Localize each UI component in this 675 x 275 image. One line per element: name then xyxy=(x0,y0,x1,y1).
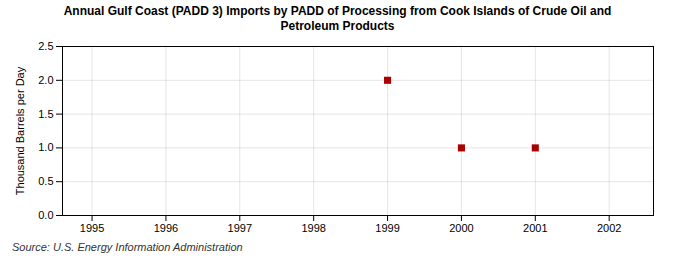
svg-text:2000: 2000 xyxy=(449,222,473,234)
svg-text:1995: 1995 xyxy=(80,222,104,234)
html-text:Source: U.S. Energy Informatio: Source: U.S. Energy Information Administ… xyxy=(12,241,243,253)
svg-text:1.5: 1.5 xyxy=(38,108,53,120)
svg-text:1.0: 1.0 xyxy=(38,141,53,153)
svg-text:2.0: 2.0 xyxy=(38,74,53,86)
svg-text:2002: 2002 xyxy=(597,222,621,234)
svg-text:2.5: 2.5 xyxy=(38,40,53,52)
svg-text:0.5: 0.5 xyxy=(38,175,53,187)
svg-text:Thousand Barrels per Day: Thousand Barrels per Day xyxy=(14,66,26,195)
svg-text:1998: 1998 xyxy=(301,222,325,234)
svg-text:1999: 1999 xyxy=(375,222,399,234)
svg-text:1997: 1997 xyxy=(228,222,252,234)
svg-text:0.0: 0.0 xyxy=(38,209,53,221)
svg-text:1996: 1996 xyxy=(154,222,178,234)
svg-text:2001: 2001 xyxy=(523,222,547,234)
html-text:Annual Gulf Coast (PADD 3) Imp: Annual Gulf Coast (PADD 3) Imports by PA… xyxy=(63,4,612,33)
